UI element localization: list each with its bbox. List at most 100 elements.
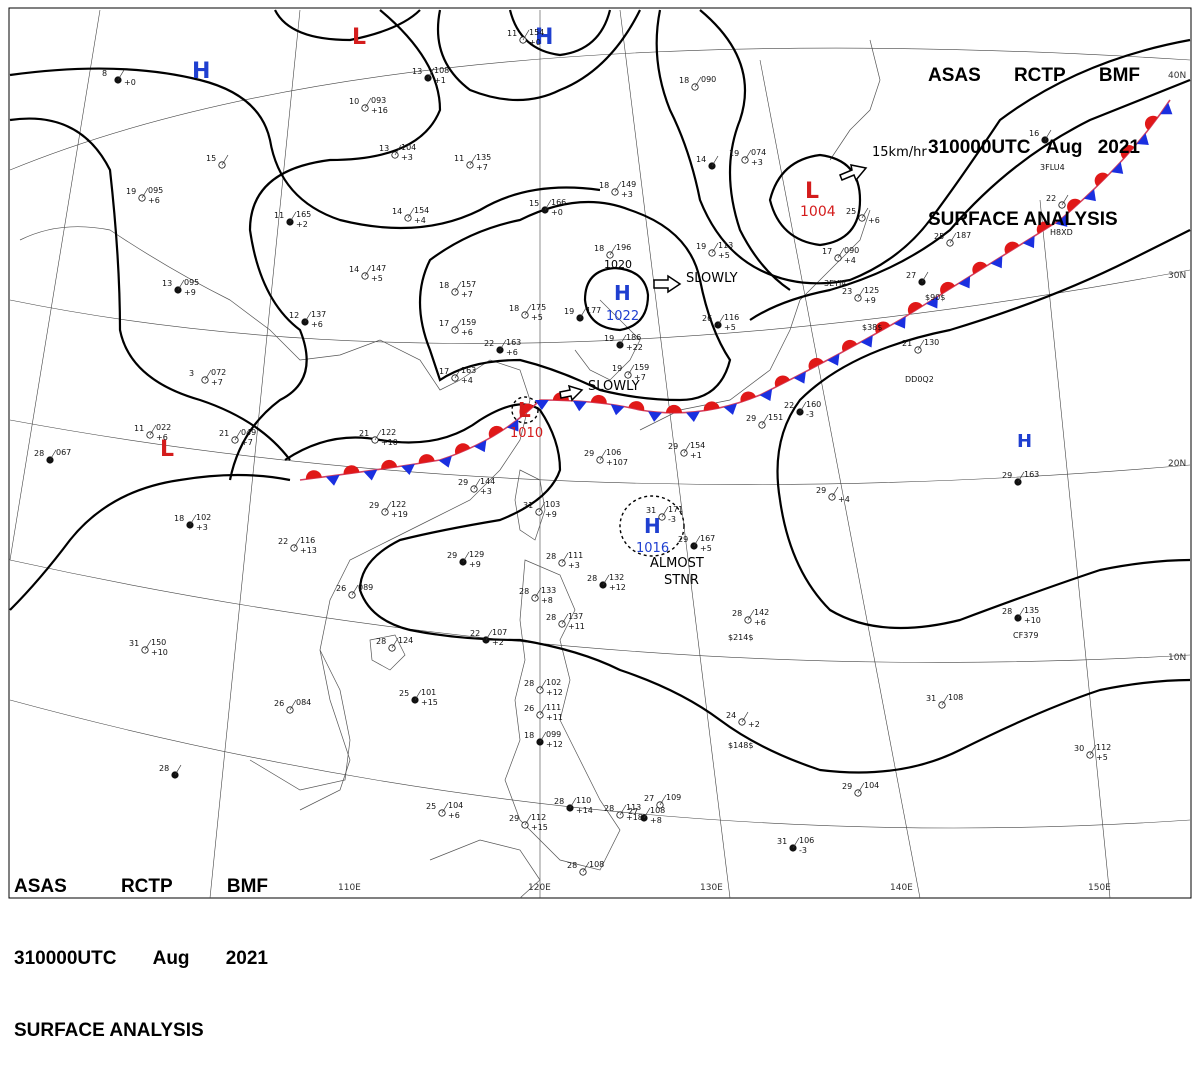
cold-front-triangle [363,469,378,481]
station-pressure: 102 [196,513,211,522]
station-plot: 28 135+10 [1002,606,1041,625]
station-temperature: 29 [1002,471,1012,480]
station-plot: 22 [1046,194,1069,209]
header-title: SURFACE ANALYSIS [928,209,1118,230]
station-pressure: 090 [701,75,716,84]
station-temperature: 21 [359,429,369,438]
isobars [9,9,1191,774]
station-tendency: +19 [391,510,408,519]
wind-barb [427,67,435,79]
cold-front-triangle [1136,133,1149,146]
station-tendency: +12 [546,740,563,749]
header-time: 310000UTC [14,948,117,969]
station-plot: 12 137+6 [289,310,326,329]
station-plot: 25 101+15 [399,688,438,707]
station-pressure: 084 [296,698,311,707]
station-temperature: 19 [564,307,574,316]
station-plot: 29 104 [842,781,879,797]
warm-front-semicircle [381,459,398,470]
wind-barb [837,247,845,259]
station-pressure: 116 [300,536,315,545]
station-pressure: 067 [56,448,71,457]
warm-front-semicircle [1094,172,1109,187]
station-plot: 18 090 [679,75,716,91]
wind-barb [485,629,493,641]
wind-barb [524,814,532,826]
station-tendency: +4 [844,256,856,265]
lon-label: 110E [338,883,361,893]
station-plot: 23 125+9 [842,286,879,305]
wind-barb [117,69,125,81]
cold-front-triangle [506,419,519,432]
station-pressure: 110 [576,796,591,805]
station-plot: 21 049+7 [219,428,256,447]
station-temperature: 29 [369,501,379,510]
station-temperature: 31 [926,694,936,703]
wind-barb [539,731,547,743]
wind-barb [384,501,392,513]
wind-barb [711,242,719,254]
station-pressure: 163 [461,366,476,375]
warm-front-semicircle [590,394,607,404]
station-pressure: 101 [421,688,436,697]
station-temperature: 15 [206,154,216,163]
ship-id: 3EYJ4 [824,279,846,288]
station-temperature: 22 [470,629,480,638]
cold-front-triangle [401,464,415,476]
station-temperature: 28 [1002,607,1012,616]
station-plot: 11 154+0 [507,28,544,47]
isobar-1016-dashed [619,495,685,557]
ship-id: $214$ [728,633,753,642]
station-temperature: 17 [439,367,449,376]
station-temperature: 26 [524,704,534,713]
station-plot: 28 102+12 [524,678,563,697]
low-center-symbol: L [805,179,819,204]
high-center-symbol: H [644,514,661,538]
wind-barb [941,694,949,706]
wind-barb [561,552,569,564]
station-temperature: 19 [604,334,614,343]
station-plot: 28 108 [567,860,604,876]
japan-coast [639,209,871,431]
header-source: ASAS [14,876,67,897]
station-pressure: 102 [546,678,561,687]
station-plot: 3 072+7 [189,368,226,387]
station-tendency: +7 [476,163,488,172]
meridian-110e [209,9,301,899]
station-plot: 18 175+5 [509,303,546,322]
station-pressure: 113 [626,803,641,812]
station-pressure: 108 [434,66,449,75]
station-temperature: 31 [129,639,139,648]
isobar-label: 1020 [604,258,632,271]
coastlines [19,39,881,899]
ship-id: CF379 [1013,631,1038,640]
station-tendency: +1 [690,451,702,460]
cold-front-triangle [893,316,906,329]
high-center-symbol: H [614,281,631,305]
station-temperature: 24 [726,711,736,720]
isobar [778,499,1191,630]
station-plot: 22 163+6 [484,338,521,357]
station-tendency: +9 [545,510,557,519]
wind-barb [711,155,719,167]
station-plot: 14 [696,155,719,170]
wind-barb [221,154,229,166]
station-pressure: 107 [492,628,507,637]
station-plot: 21 130 [902,338,939,354]
wind-barb [391,637,399,649]
station-temperature: 28 [587,574,597,583]
station-plot: 19 113+5 [696,241,733,260]
station-temperature: 29 [842,782,852,791]
station-pressure: 159 [634,363,649,372]
low-center-value: 1004 [800,204,836,220]
station-tendency: +107 [606,458,628,467]
wind-barb [177,279,185,291]
station-plot: 29 154+1 [668,441,705,460]
station-temperature: 14 [349,265,359,274]
motion-label: SLOWLY [686,271,738,286]
lon-label: 130E [700,883,723,893]
warm-front-semicircle [740,391,756,403]
wind-barb [799,401,807,413]
station-tendency: +3 [196,523,208,532]
station-tendency: +5 [700,544,712,553]
